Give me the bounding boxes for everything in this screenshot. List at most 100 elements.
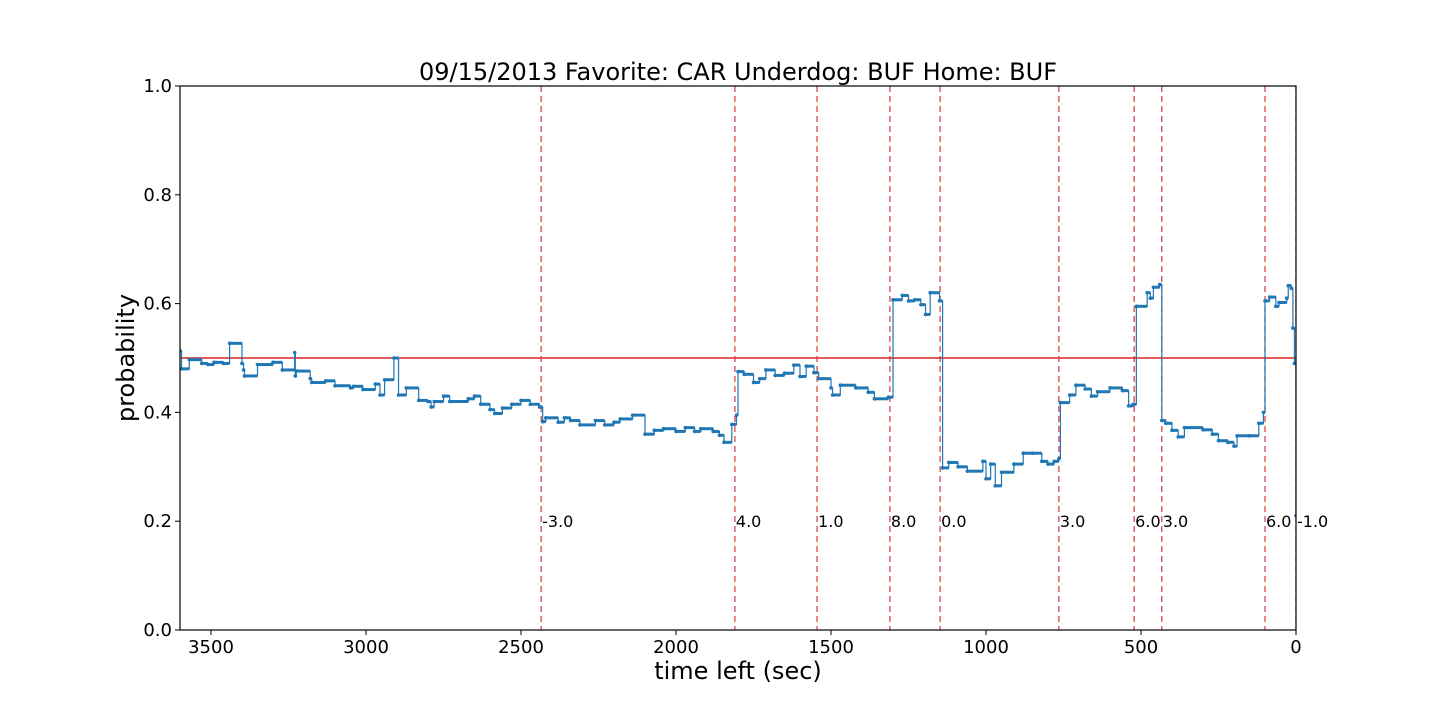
probability-point [212, 360, 216, 365]
probability-point [956, 465, 960, 469]
y-tick-label: 1.0 [143, 76, 172, 97]
probability-point [500, 406, 505, 410]
probability-point [912, 297, 917, 302]
probability-point [187, 357, 192, 362]
score-change-label: 0.0 [941, 512, 966, 531]
probability-point [255, 362, 260, 367]
probability-point [812, 370, 816, 375]
x-tick-label: 2500 [498, 637, 544, 658]
probability-point [361, 387, 365, 392]
probability-point [1286, 283, 1291, 288]
probability-point [1134, 304, 1139, 309]
y-tick-label: 0.0 [143, 620, 172, 641]
probability-point [1131, 402, 1136, 407]
probability-point [1182, 425, 1187, 430]
probability-point [923, 312, 928, 317]
probability-point [900, 293, 905, 298]
probability-point [1157, 282, 1162, 287]
probability-point [742, 372, 746, 377]
probability-point [782, 371, 787, 376]
probability-point [630, 413, 635, 417]
probability-point [984, 476, 988, 481]
probability-point [221, 361, 226, 366]
probability-point [593, 418, 598, 423]
probability-point [373, 382, 378, 386]
probability-point [940, 466, 945, 470]
probability-point [1164, 421, 1168, 426]
probability-point [180, 367, 184, 371]
y-tick-label: 0.6 [143, 294, 172, 315]
score-change-label: 6.0 [1135, 512, 1160, 531]
probability-point [1292, 361, 1296, 366]
probability-point [711, 429, 715, 434]
probability-point [683, 425, 688, 430]
probability-point [1151, 285, 1156, 290]
probability-point [981, 459, 985, 464]
probability-point [1201, 428, 1205, 432]
probability-point [1274, 304, 1278, 309]
probability-point [1170, 428, 1174, 433]
probability-point [528, 402, 533, 407]
probability-point [1226, 440, 1230, 445]
probability-point [378, 393, 382, 397]
probability-point [674, 429, 678, 434]
probability-point [906, 299, 911, 303]
x-tick-label: 1000 [963, 637, 1009, 658]
probability-point [404, 386, 409, 390]
probability-point [1083, 387, 1087, 391]
y-tick-label: 0.8 [143, 185, 172, 206]
probability-point [999, 470, 1004, 475]
x-tick-label: 2000 [653, 637, 699, 658]
probability-point [478, 402, 483, 407]
probability-point [392, 356, 396, 360]
probability-point [699, 426, 703, 431]
probability-point [1074, 383, 1078, 388]
probability-point [1148, 296, 1153, 300]
probability-point [308, 376, 313, 381]
score-change-label: -1.0 [1297, 512, 1328, 531]
probability-point [643, 432, 647, 436]
probability-point [734, 413, 739, 417]
probability-point [965, 469, 970, 473]
score-change-label: 3.0 [1163, 512, 1188, 531]
probability-point [751, 380, 756, 385]
x-tick-label: 3500 [188, 637, 234, 658]
probability-point [519, 398, 523, 403]
probability-point [736, 369, 740, 374]
probability-point [1058, 400, 1063, 405]
probability-point [537, 405, 542, 409]
y-tick-label: 0.2 [143, 511, 172, 532]
probability-point [886, 395, 891, 399]
probability-point [292, 350, 297, 355]
probability-point [1120, 388, 1125, 393]
probability-point [309, 380, 314, 385]
probability-point [1216, 438, 1221, 443]
probability-point [568, 418, 573, 423]
probability-point [618, 417, 622, 421]
probability-point [1040, 459, 1044, 464]
probability-point [1021, 451, 1025, 456]
probability-point [280, 368, 285, 372]
probability-point [1089, 394, 1094, 398]
probability-point [1267, 295, 1272, 299]
probability-point [1108, 386, 1112, 390]
probability-point [1046, 462, 1050, 466]
probability-point [1176, 435, 1180, 439]
probability-point [730, 422, 734, 427]
score-change-label: 6.0 [1266, 512, 1291, 531]
probability-point [928, 290, 932, 295]
probability-point [947, 460, 951, 465]
score-change-label: 1.0 [818, 512, 843, 531]
probability-point [757, 376, 762, 381]
probability-point [854, 386, 858, 390]
probability-point [293, 374, 298, 378]
probability-point [240, 361, 244, 366]
probability-point [829, 386, 833, 390]
probability-point [242, 374, 247, 378]
score-change-label: 8.0 [891, 512, 916, 531]
probability-point [492, 411, 497, 416]
probability-point [447, 399, 452, 404]
probability-point [838, 383, 843, 388]
